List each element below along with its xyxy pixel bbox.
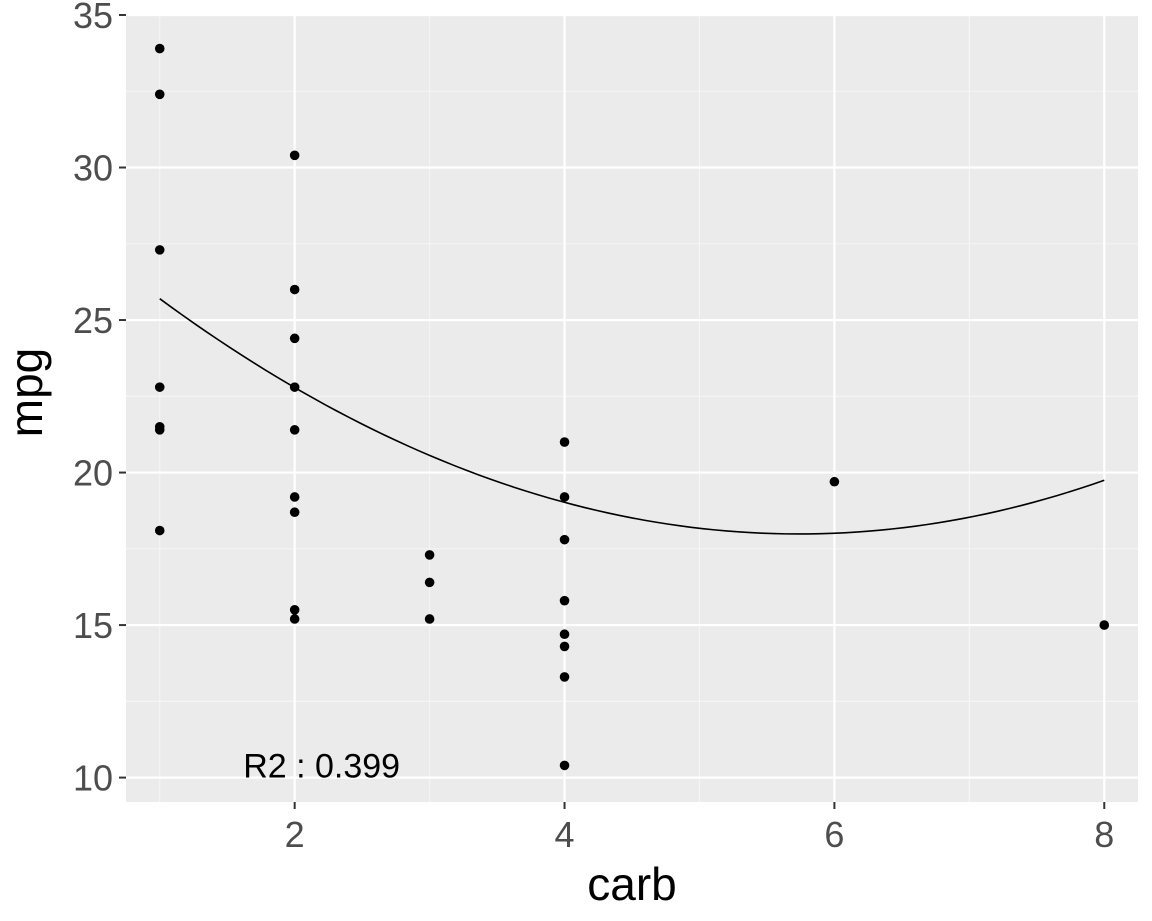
data-point: [559, 492, 570, 502]
x-tick-label: 8: [1094, 814, 1114, 855]
data-point: [424, 614, 435, 624]
data-point: [289, 507, 300, 518]
data-point: [154, 245, 165, 255]
plot-panel: [126, 15, 1138, 802]
y-tick-labels: 10 15 20 25 30 35: [73, 0, 113, 799]
data-point: [559, 437, 570, 447]
data-point: [154, 525, 165, 536]
data-point: [154, 382, 165, 392]
data-point: [289, 333, 300, 344]
x-tick-label: 4: [555, 814, 575, 855]
y-tick-label: 10: [73, 758, 113, 799]
data-point: [289, 425, 300, 435]
x-axis-title: carb: [587, 858, 676, 910]
major-gridlines: [126, 13, 1138, 802]
data-point: [559, 534, 570, 545]
data-point: [424, 550, 435, 560]
data-point: [829, 476, 840, 487]
y-tick-label: 25: [73, 300, 113, 341]
data-point: [289, 492, 300, 502]
data-point: [154, 43, 165, 54]
data-points: [154, 43, 1110, 771]
data-point: [559, 641, 570, 652]
data-point: [289, 150, 300, 161]
axis-ticks: [119, 14, 1106, 809]
x-tick-label: 6: [824, 814, 844, 855]
y-axis-title: mpg: [0, 348, 52, 437]
data-point: [559, 672, 570, 682]
data-point: [154, 425, 165, 435]
data-point: [289, 382, 300, 392]
x-tick-label: 2: [285, 814, 305, 855]
data-point: [559, 760, 570, 771]
data-point: [289, 284, 300, 295]
data-point: [1099, 620, 1110, 630]
y-tick-label: 15: [73, 605, 113, 646]
quadratic-fit-line: [159, 298, 1105, 535]
data-point: [289, 605, 300, 615]
y-tick-label: 35: [73, 0, 113, 36]
data-point: [289, 614, 300, 624]
r2-annotation: R2 : 0.399: [243, 747, 400, 785]
data-point: [424, 577, 435, 588]
y-tick-label: 30: [73, 148, 113, 189]
x-tick-labels: 2 4 6 8: [285, 814, 1115, 855]
data-point: [559, 595, 570, 606]
data-point: [559, 629, 570, 640]
y-tick-label: 20: [73, 453, 113, 494]
data-point: [154, 89, 165, 100]
